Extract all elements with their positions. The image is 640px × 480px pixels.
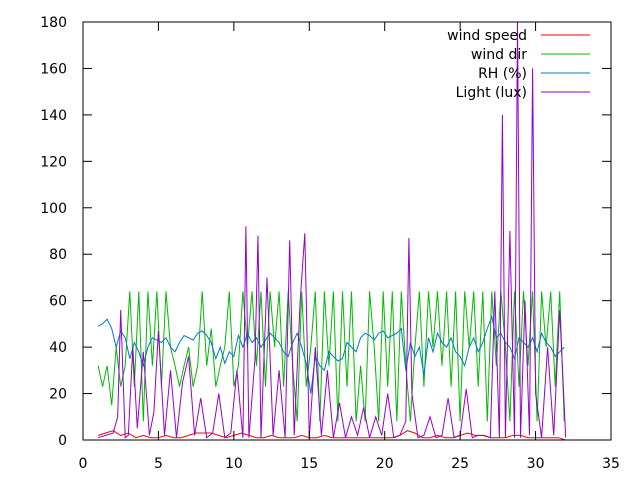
x-tick-label: 5 <box>154 456 163 472</box>
y-tick-label: 60 <box>49 294 67 310</box>
x-tick-label: 20 <box>376 456 394 472</box>
y-tick-label: 0 <box>58 433 67 449</box>
series-line-0 <box>97 430 566 440</box>
legend: wind speed wind dir RH (%) Light (lux) <box>447 28 590 101</box>
axes: 0 20 40 60 80 100 120 140 160 180 0 5 10 15 20 25 30 35 <box>40 15 620 472</box>
x-tick-label: 0 <box>79 456 88 472</box>
x-tick-label: 15 <box>300 456 318 472</box>
series-line-1 <box>97 291 565 422</box>
y-tick-label: 80 <box>49 247 67 263</box>
y-tick-label: 20 <box>49 387 67 403</box>
plot-area <box>97 22 567 440</box>
series-line-2 <box>97 315 565 394</box>
y-tick-label: 40 <box>49 340 67 356</box>
plot-frame <box>82 21 612 441</box>
y-tick-label: 180 <box>40 15 67 31</box>
y-tick-label: 160 <box>40 61 67 77</box>
legend-label-2: RH (%) <box>478 66 527 82</box>
y-tick-label: 100 <box>40 201 67 217</box>
y-tick-label: 140 <box>40 108 67 124</box>
legend-label-0: wind speed <box>447 28 527 44</box>
legend-label-1: wind dir <box>471 47 527 63</box>
legend-label-3: Light (lux) <box>456 85 527 101</box>
series-line-3 <box>97 22 567 439</box>
x-tick-label: 35 <box>602 456 620 472</box>
y-tick-label: 120 <box>40 154 67 170</box>
x-tick-label: 30 <box>527 456 545 472</box>
x-tick-label: 25 <box>451 456 469 472</box>
x-tick-label: 10 <box>225 456 243 472</box>
